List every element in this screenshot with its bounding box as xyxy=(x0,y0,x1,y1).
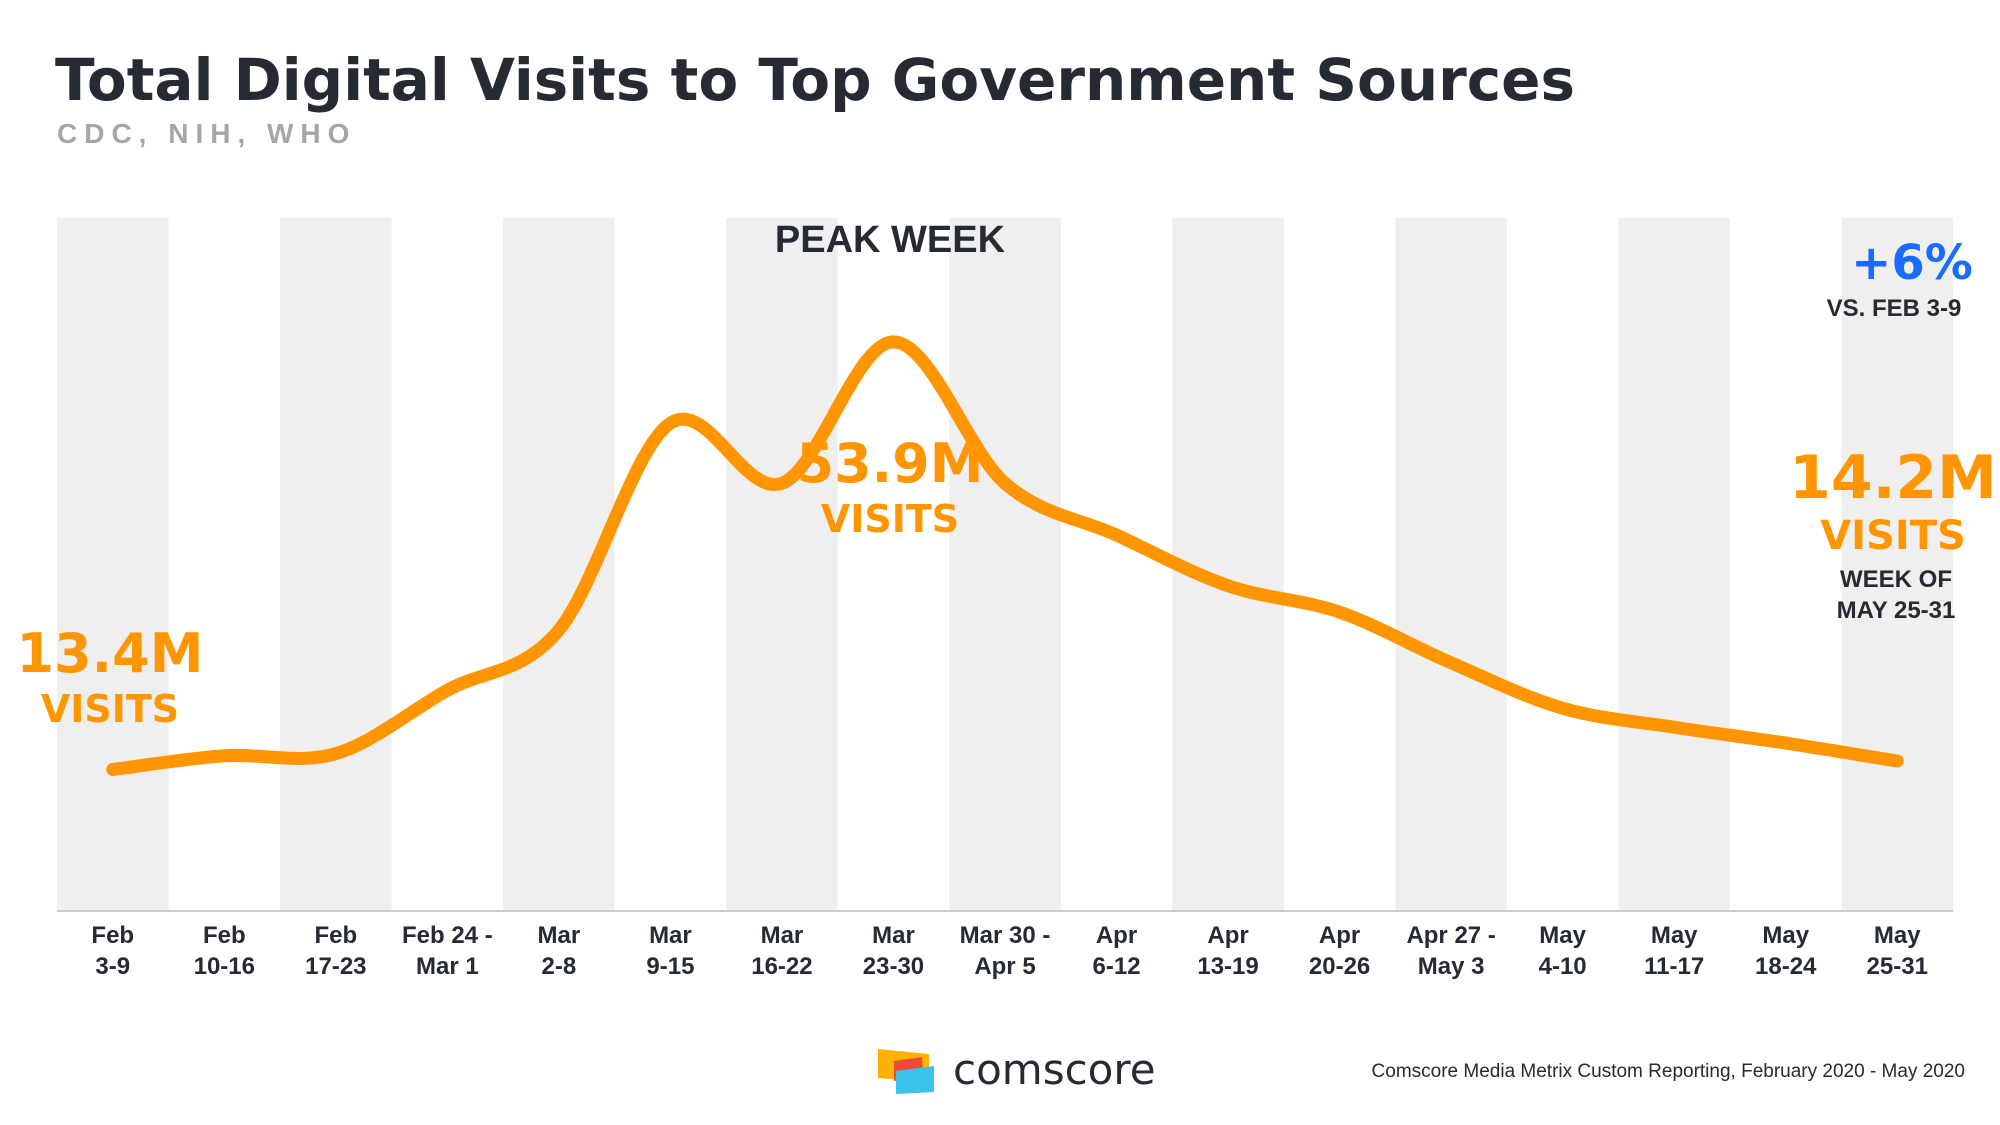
end-value-label: 14.2M xyxy=(1789,443,1997,513)
band-2 xyxy=(280,218,392,911)
band-0 xyxy=(57,218,169,911)
x-tick-label-4-line2: 2-8 xyxy=(542,953,577,980)
band-14 xyxy=(1618,218,1730,911)
x-tick-label-12-line2: May 3 xyxy=(1418,953,1485,980)
source-note: Comscore Media Metrix Custom Reporting, … xyxy=(1372,1061,1965,1082)
peak-value-label: 53.9M xyxy=(797,432,984,495)
band-6 xyxy=(726,218,838,911)
start-value-label: 13.4M xyxy=(17,622,204,685)
series-line xyxy=(106,335,1904,776)
band-12 xyxy=(1395,218,1507,911)
x-tick-label-14-line2: 11-17 xyxy=(1644,953,1704,980)
band-8 xyxy=(949,218,1061,911)
peak-heading: PEAK WEEK xyxy=(775,219,1006,261)
end-unit-label: VISITS xyxy=(1820,513,1966,559)
x-tick-label-3-line2: Mar 1 xyxy=(416,953,479,980)
x-tick-label-4-line1: Mar xyxy=(538,922,581,949)
x-axis-ticks: Feb 3-9 Feb 10-16 Feb 17-23 Feb 24 - Mar 1 Mar 2-… xyxy=(91,922,1928,980)
x-tick-label-7-line1: Mar xyxy=(872,922,915,949)
x-tick-label-11-line1: Apr xyxy=(1319,922,1360,949)
x-tick-label-8-line2: Apr 5 xyxy=(974,953,1035,980)
x-tick-label-11-line2: 20-26 xyxy=(1309,953,1370,980)
comscore-logo-icon xyxy=(878,1049,934,1094)
x-tick-label-13-line1: May xyxy=(1539,922,1586,949)
x-tick-label-16-line1: May xyxy=(1874,922,1921,949)
x-tick-label-13-line2: 4-10 xyxy=(1539,953,1587,980)
x-tick-label-10-line1: Apr xyxy=(1207,922,1248,949)
x-tick-label-6-line1: Mar xyxy=(761,922,804,949)
x-tick-label-12-line1: Apr 27 - xyxy=(1406,922,1495,949)
x-tick-label-1-line1: Feb xyxy=(203,922,246,949)
x-tick-label-2-line1: Feb xyxy=(314,922,357,949)
peak-unit-label: VISITS xyxy=(821,497,959,541)
x-tick-label-8-line1: Mar 30 - xyxy=(960,922,1051,949)
x-tick-label-5-line2: 9-15 xyxy=(646,953,694,980)
x-tick-label-7-line2: 23-30 xyxy=(863,953,924,980)
x-tick-label-0-line2: 3-9 xyxy=(95,953,130,980)
x-tick-label-0-line1: Feb xyxy=(91,922,134,949)
brand-name: comscore xyxy=(953,1045,1156,1094)
x-tick-label-15-line1: May xyxy=(1762,922,1809,949)
chart-subtitle: CDC, NIH, WHO xyxy=(57,118,356,149)
x-tick-label-6-line2: 16-22 xyxy=(751,953,812,980)
start-unit-label: VISITS xyxy=(41,687,179,731)
x-tick-label-2-line2: 17-23 xyxy=(305,953,366,980)
change-percent-label: +6% xyxy=(1851,235,1973,291)
end-note-line2: MAY 25-31 xyxy=(1837,597,1956,624)
chart-title: Total Digital Visits to Top Government S… xyxy=(55,46,1575,114)
band-16 xyxy=(1841,218,1953,911)
x-tick-label-5-line1: Mar xyxy=(649,922,692,949)
x-tick-label-16-line2: 25-31 xyxy=(1867,953,1928,980)
end-note-line1: WEEK OF xyxy=(1840,566,1952,593)
x-tick-label-3-line1: Feb 24 - xyxy=(402,922,493,949)
x-tick-label-10-line2: 13-19 xyxy=(1197,953,1258,980)
x-tick-label-14-line1: May xyxy=(1651,922,1698,949)
chart-bands xyxy=(57,218,1953,911)
change-note-label: VS. FEB 3-9 xyxy=(1827,295,1962,322)
x-tick-label-9-line1: Apr xyxy=(1096,922,1137,949)
x-tick-label-9-line2: 6-12 xyxy=(1093,953,1141,980)
x-tick-label-1-line2: 10-16 xyxy=(194,953,255,980)
x-tick-label-15-line2: 18-24 xyxy=(1755,953,1817,980)
